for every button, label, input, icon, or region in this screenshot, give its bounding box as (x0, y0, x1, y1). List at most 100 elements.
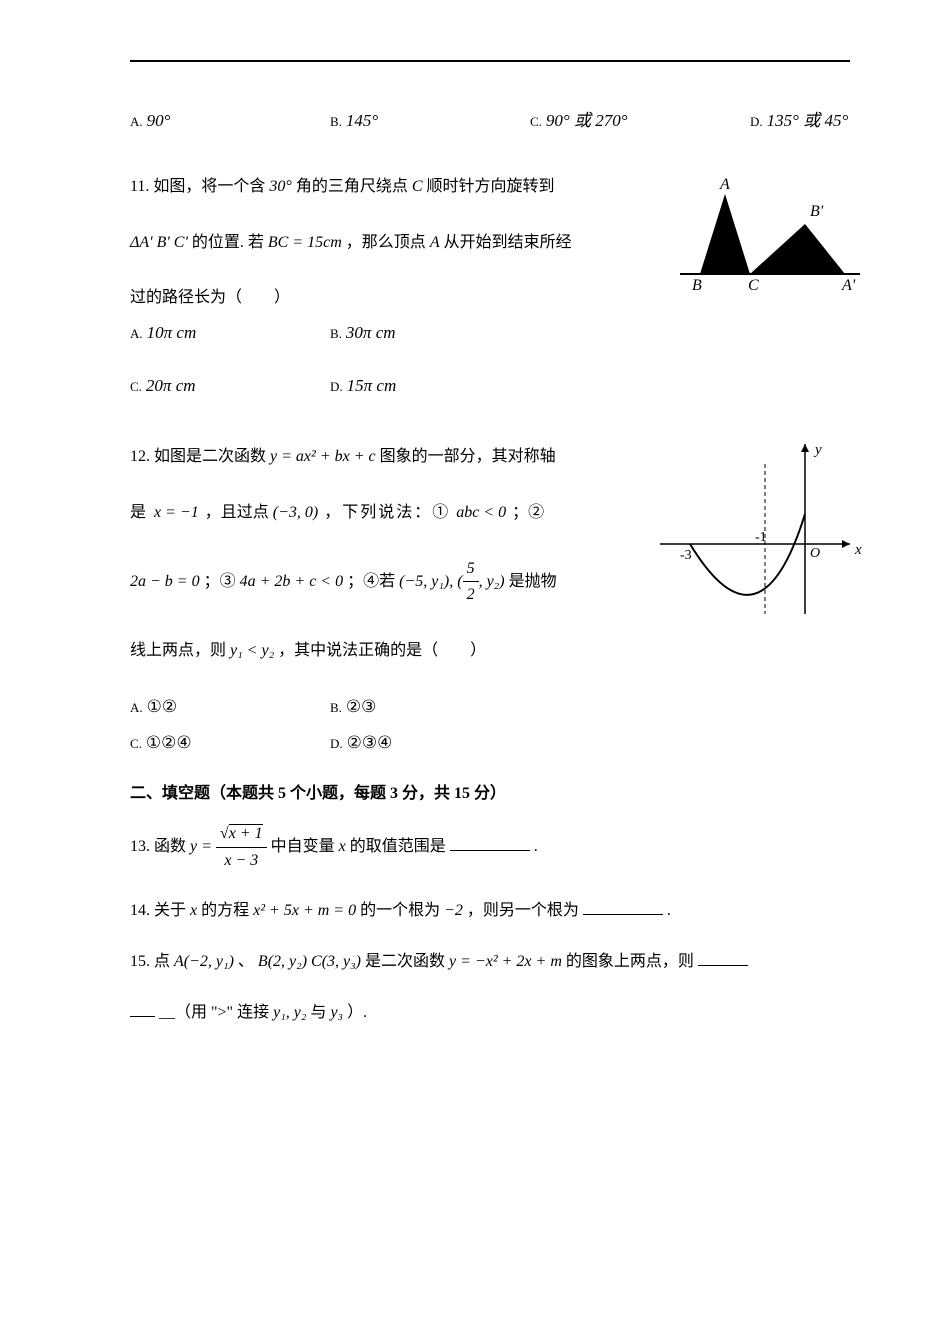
denominator: x − 3 (216, 848, 267, 874)
ys: y₁, y₂ (273, 1004, 306, 1021)
text: 的位置. 若 (192, 234, 268, 251)
fig-label-B: B (692, 277, 702, 294)
question-14: 14. 关于 x 的方程 x² + 5x + m = 0 的一个根为 −2 ，则… (130, 898, 850, 924)
text: ；② (512, 504, 544, 521)
root: −2 (444, 902, 463, 919)
eq: y = ax² + bx + c (270, 448, 376, 465)
option-label: B. (330, 112, 342, 133)
numerator: 5 (463, 556, 479, 583)
ineq: y₁ < y₂ (230, 642, 274, 659)
question-15-line2: __（用 ">" 连接 y₁, y₂ 与 y₃ ）. (130, 1000, 850, 1026)
option-label: C. (130, 734, 142, 755)
option-value: 20π cm (146, 372, 196, 399)
x: x (190, 902, 197, 919)
blank[interactable] (450, 835, 530, 851)
text: ）. (347, 1004, 367, 1021)
text: 是二次函数 (365, 953, 449, 970)
text: . (534, 838, 538, 855)
angle: 30° (269, 178, 291, 195)
triangle-abc: A' B' C' (139, 234, 187, 251)
option-value: 135° 或 45° (767, 107, 849, 134)
q12-option-d: D. ②③④ (330, 729, 530, 756)
q11-option-d: D. 15π cm (330, 372, 530, 399)
option-value: ①② (147, 693, 177, 720)
text: ；④若 (347, 572, 399, 589)
q11-option-b: B. 30π cm (330, 319, 530, 346)
q12-figure: y x O -3 -1 (650, 434, 870, 643)
blank[interactable] (583, 899, 663, 915)
x-eq: x = −1 (154, 504, 199, 521)
text: ，下列说法：① (324, 504, 456, 521)
point-b: B(2, y₂) (258, 953, 307, 970)
text: 顺时针方向旋转到 (427, 178, 555, 195)
q11-option-a: A. 10π cm (130, 319, 330, 346)
text: ，其中说法正确的是（ ） (278, 642, 486, 659)
q11-option-c: C. 20π cm (130, 372, 330, 399)
text: 13. 函数 (130, 838, 190, 855)
fig-label-x: x (854, 542, 862, 558)
fig-label-m1: -1 (755, 530, 767, 545)
eq1: 2a − b = 0 (130, 572, 200, 589)
section-2-header: 二、填空题（本题共 5 个小题，每题 3 分，共 15 分） (130, 781, 850, 807)
fig-label-O: O (810, 546, 820, 561)
text: 11. 如图，将一个含 (130, 178, 269, 195)
fig-label-y: y (813, 442, 822, 458)
option-value: 90° 或 270° (546, 107, 628, 134)
text: ；③ (204, 572, 240, 589)
text: 15. 点 (130, 953, 174, 970)
option-label: C. (530, 112, 542, 133)
blank[interactable] (130, 1001, 155, 1017)
text: 的图象上两点，则 (566, 953, 694, 970)
option-c: C. 90° 或 270° (530, 107, 750, 134)
question-12: y x O -3 -1 12. 如图是二次函数 y = ax² + bx + c… (130, 444, 850, 755)
text: 与 (310, 1004, 330, 1021)
x: x (339, 838, 346, 855)
eq: y = −x² + 2x + m (449, 953, 562, 970)
option-value: ②③ (346, 693, 376, 720)
text: 角的三角尺绕点 (296, 178, 412, 195)
option-label: B. (330, 324, 342, 345)
cm: cm (323, 234, 342, 251)
fig-label-A: A (719, 176, 730, 193)
fraction: √x + 1 x − 3 (216, 821, 267, 873)
option-label: B. (330, 698, 342, 719)
option-label: C. (130, 377, 142, 398)
sqrt-content: x + 1 (229, 824, 263, 842)
y3: y₃ (330, 1004, 343, 1021)
q12-options-row2: C. ①②④ D. ②③④ (130, 729, 850, 756)
option-value: 145° (346, 107, 378, 134)
fig-label-m3: -3 (680, 548, 692, 563)
q11-options-row1: A. 10π cm B. 30π cm (130, 319, 850, 346)
text: 的一个根为 (360, 902, 444, 919)
eq: x² + 5x + m = 0 (253, 902, 356, 919)
option-label: A. (130, 112, 143, 133)
text: ，那么顶点 (346, 234, 430, 251)
question-15-line1: 15. 点 A(−2, y₁) 、 B(2, y₂) C(3, y₃) 是二次函… (130, 949, 850, 975)
pt2: , y₂) (479, 572, 505, 589)
text: 线上两点，则 (130, 642, 230, 659)
eq2: 4a + 2b + c < 0 (240, 572, 344, 589)
option-value: 10π cm (147, 319, 197, 346)
option-label: A. (130, 698, 143, 719)
abc-ineq: abc < 0 (456, 504, 506, 521)
point-a: A (430, 234, 440, 251)
option-label: D. (330, 377, 343, 398)
option-d: D. 135° 或 45° (750, 107, 848, 134)
text: 图象的一部分，其对称轴 (380, 448, 556, 465)
question-11: A B' B C A' 11. 如图，将一个含 30° 角的三角尺绕点 C 顺时… (130, 174, 850, 399)
q11-options-row2: C. 20π cm D. 15π cm (130, 372, 850, 399)
fig-label-C: C (748, 277, 759, 294)
point: (−3, 0) (273, 504, 318, 521)
fraction: 52 (463, 556, 479, 608)
point-c: C(3, y₃) (311, 953, 361, 970)
q11-figure: A B' B C A' (670, 174, 870, 303)
text: 14. 关于 (130, 902, 190, 919)
blank[interactable] (698, 950, 748, 966)
y-eq: y = (190, 838, 216, 855)
text: 中自变量 (271, 838, 339, 855)
delta: Δ (130, 234, 139, 251)
top-rule (130, 60, 850, 62)
fig-label-Aprime: A' (841, 277, 856, 294)
option-value: 15π cm (347, 372, 397, 399)
point-a: A(−2, y₁) (174, 953, 234, 970)
